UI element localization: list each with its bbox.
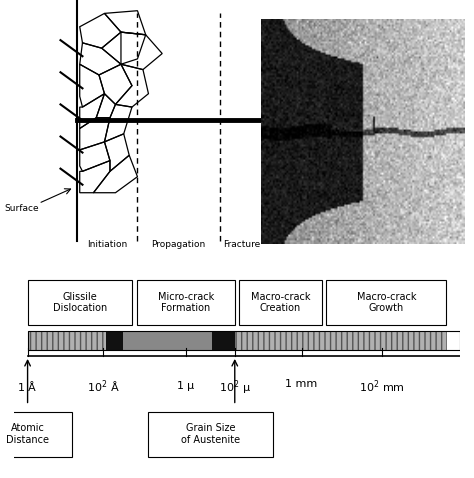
Bar: [27, 331, 106, 350]
Text: 10$\mathregular{^2}$ $\mathregular{\mu}$: 10$\mathregular{^2}$ $\mathregular{\mu}$: [219, 379, 251, 397]
Text: 1 $\mathregular{\mu}$: 1 $\mathregular{\mu}$: [176, 379, 195, 392]
Bar: [27, 331, 460, 350]
Text: Macro-crack
Creation: Macro-crack Creation: [251, 292, 310, 314]
Text: Macro-crack
Growth: Macro-crack Growth: [356, 292, 416, 314]
Text: 1 $\mathregular{\AA}$: 1 $\mathregular{\AA}$: [18, 379, 38, 392]
Text: 1 mm: 1 mm: [285, 379, 318, 389]
Bar: [123, 331, 212, 350]
FancyBboxPatch shape: [326, 280, 447, 325]
Text: 10$\mathregular{^2}$ $\mathregular{\AA}$: 10$\mathregular{^2}$ $\mathregular{\AA}$: [87, 379, 119, 395]
Text: Micro-crack
Formation: Micro-crack Formation: [158, 292, 214, 314]
FancyBboxPatch shape: [239, 280, 322, 325]
Bar: [148, 412, 273, 457]
Text: 10$\mathregular{^2}$ mm: 10$\mathregular{^2}$ mm: [359, 379, 405, 395]
Text: Atomic
Distance: Atomic Distance: [6, 424, 49, 445]
Text: Surface: Surface: [5, 204, 39, 213]
FancyBboxPatch shape: [137, 280, 235, 325]
Bar: [212, 331, 235, 350]
FancyBboxPatch shape: [27, 280, 132, 325]
Text: Glissile
Dislocation: Glissile Dislocation: [53, 292, 107, 314]
Text: Fracture: Fracture: [223, 240, 261, 249]
Text: Propagation: Propagation: [152, 240, 206, 249]
Text: Initiation: Initiation: [87, 240, 128, 249]
Bar: [235, 331, 447, 350]
Bar: [106, 331, 123, 350]
Bar: [0, 412, 72, 457]
Text: Grain Size
of Austenite: Grain Size of Austenite: [181, 424, 240, 445]
